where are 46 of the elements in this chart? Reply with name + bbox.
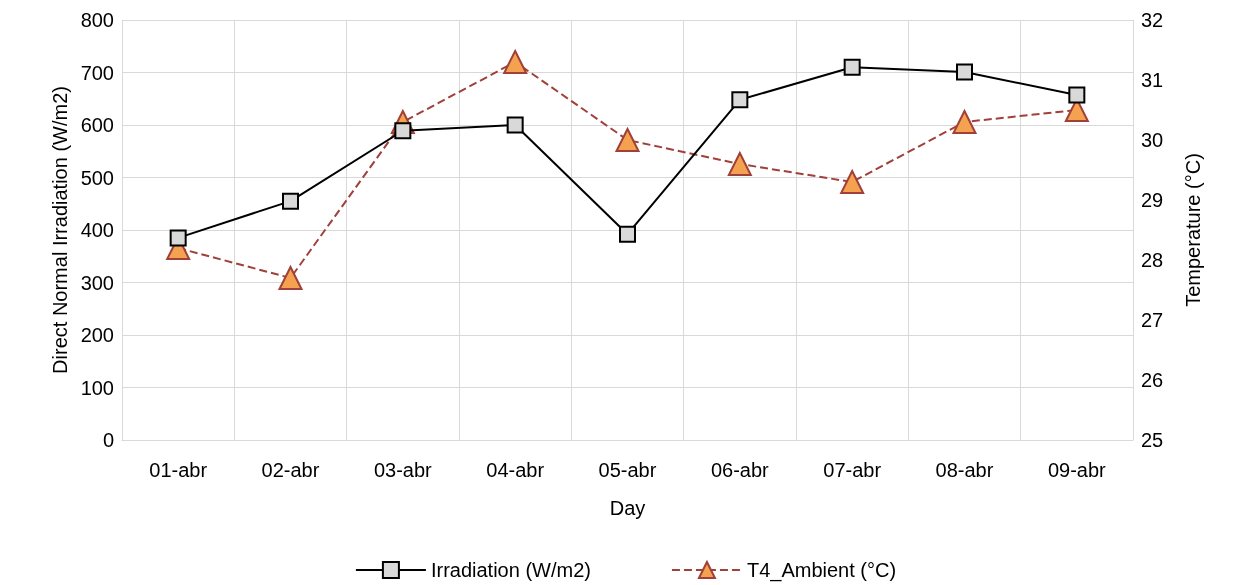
point	[394, 122, 412, 140]
y-tick-label: 600	[80, 114, 114, 136]
x-tick-label: 02-abr	[261, 459, 320, 481]
x-tick-label: 07-abr	[823, 459, 882, 481]
point	[615, 128, 640, 152]
point	[169, 229, 187, 247]
y-tick-label: 100	[80, 376, 114, 399]
x-tick-label: 09-abr	[1047, 459, 1107, 481]
x-axis-title: Day	[609, 497, 646, 519]
point	[503, 50, 528, 74]
x-tick-label: 06-abr	[710, 459, 770, 481]
point	[282, 192, 299, 210]
y2-tick-label: 30	[1141, 129, 1164, 151]
y2-tick-label: 26	[1141, 369, 1164, 391]
y2-axis-title: Temperature (°C)	[1182, 153, 1204, 307]
point	[506, 116, 524, 134]
y-tick-label: 400	[80, 219, 114, 241]
point	[727, 152, 752, 176]
point	[619, 225, 636, 243]
y2-tick-label: 31	[1141, 69, 1164, 91]
x-tick-label: 04-abr	[486, 459, 545, 481]
y2-tick-label: 28	[1141, 249, 1164, 271]
y2-tick-label: 27	[1141, 309, 1164, 331]
point	[1068, 86, 1086, 104]
y-tick-label: 500	[80, 166, 114, 189]
x-tick-label: 08-abr	[935, 459, 994, 481]
y2-tick-label: 32	[1141, 9, 1164, 31]
y-tick-label: 800	[80, 9, 114, 31]
y-tick-label: 700	[80, 61, 114, 84]
point	[731, 91, 749, 109]
legend-label: T4_Ambient (°C)	[746, 559, 897, 582]
legend-label: Irradiation (W/m2)	[430, 559, 591, 581]
point	[952, 110, 977, 134]
point	[843, 58, 861, 76]
y-axis-title: Direct Normal Irradiation (W/m2)	[48, 86, 71, 374]
point	[278, 266, 303, 290]
y-tick-label: 300	[80, 271, 114, 294]
y-tick-label: 0	[102, 429, 114, 451]
y2-tick-label: 25	[1141, 429, 1164, 451]
y-tick-label: 200	[80, 324, 114, 346]
x-tick-label: 03-abr	[373, 459, 433, 481]
y2-tick-label: 29	[1141, 189, 1164, 211]
point	[956, 63, 973, 81]
point	[840, 170, 865, 194]
x-tick-label: 05-abr	[598, 459, 657, 481]
x-tick-label: 01-abr	[149, 459, 208, 481]
